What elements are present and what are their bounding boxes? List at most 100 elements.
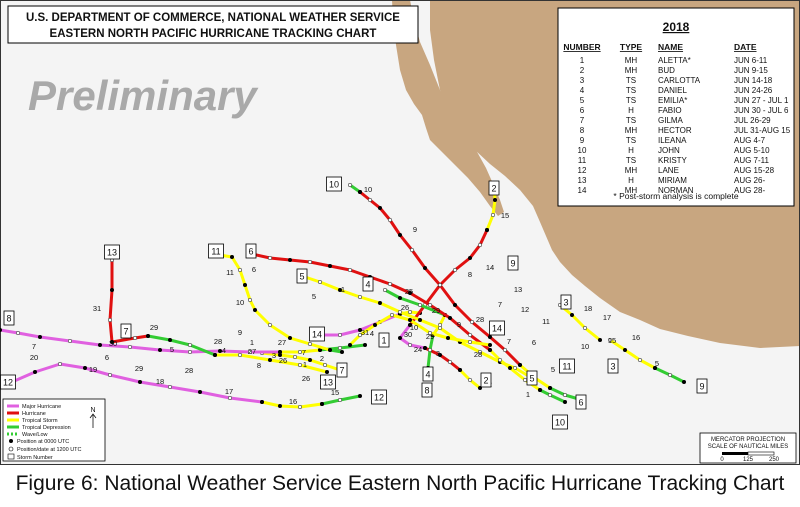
storm-number-label: 5 (529, 374, 534, 384)
storm-number-box (378, 332, 390, 348)
track-storm-12-major-hurricane (10, 362, 264, 404)
track-storm-7-tropical-storm (260, 351, 342, 372)
table-cell-number: 8 (580, 126, 585, 135)
table-cell-number: 10 (578, 146, 587, 155)
preliminary-watermark: Preliminary (28, 72, 259, 119)
position-dot-1200 (337, 345, 343, 351)
storm-number-box (208, 243, 224, 259)
position-dot-1200 (167, 384, 173, 390)
table-cell-name: MIRIAM (658, 176, 687, 185)
storm-number-box (507, 255, 519, 271)
position-dot (423, 346, 427, 350)
date-label: 18 (156, 377, 164, 386)
storm-table: 2018 NUMBER TYPE NAME DATE 1 MH ALETTA* JUN 6-1… (557, 7, 795, 207)
position-dot (488, 343, 492, 347)
position-dot (213, 353, 217, 357)
position-dot (408, 318, 412, 322)
storm-number-label: 4 (365, 280, 370, 290)
position-0000-icon (9, 439, 13, 443)
track-storm-9-tropical-storm (608, 338, 657, 370)
storm-number-box (488, 180, 500, 196)
position-dot (485, 228, 489, 232)
position-dot-1200 (502, 347, 508, 353)
table-cell-date: JUN 27 - JUL 1 (734, 96, 789, 105)
position-dot (253, 308, 257, 312)
position-dot (278, 350, 282, 354)
date-label: 1 (341, 285, 345, 294)
date-label: 10 (236, 298, 244, 307)
table-cell-name: ALETTA* (658, 56, 691, 65)
position-dot-1200 (427, 330, 433, 336)
legend-item-label: Major Hurricane (22, 404, 61, 410)
scale-bar-right (747, 451, 775, 456)
date-label: 28 (476, 315, 484, 324)
storm-number-label: 5 (299, 272, 304, 282)
position-dot (438, 353, 442, 357)
position-dot (398, 296, 402, 300)
position-dot-1200 (267, 255, 273, 261)
scale-bar-left (722, 452, 748, 455)
table-cell-name: DANIEL (658, 86, 687, 95)
storm-number-box (559, 358, 575, 374)
date-label: 2 (320, 354, 324, 363)
date-label: 31 (93, 304, 101, 313)
storm-number-box (371, 389, 387, 405)
storm-number-label: 4 (425, 370, 430, 380)
track-storm-11-tropical-storm (218, 253, 332, 352)
date-label: 24 (414, 345, 422, 354)
date-label: 16 (632, 333, 640, 342)
position-dot (243, 283, 247, 287)
position-dot-1200 (307, 341, 313, 347)
position-dot-1200 (357, 332, 363, 338)
date-label: 15 (608, 336, 616, 345)
storm-number-label: 6 (248, 247, 253, 257)
hurricane-tracking-map: Preliminary 1098765151413121110181716155… (0, 0, 800, 465)
legend-item-label: Wave/Low (22, 432, 48, 438)
track-storm-3-tropical-storm (558, 303, 602, 342)
position-dot (398, 336, 402, 340)
table-cell-date: AUG 4-7 (734, 136, 766, 145)
position-dot-1200 (477, 349, 483, 355)
storm-number-label: 3 (610, 362, 615, 372)
position-dot-1200 (317, 279, 323, 285)
table-cell-type: H (628, 146, 634, 155)
position-dot (260, 400, 264, 404)
storm-number-box (422, 366, 434, 382)
position-dot-1200 (15, 330, 21, 336)
table-cell-number: 2 (580, 66, 585, 75)
position-dot-1200 (307, 259, 313, 265)
table-cell-type: TS (626, 76, 636, 85)
position-dot-1200 (227, 395, 233, 401)
position-dot-1200 (667, 372, 673, 378)
position-dot-1200 (382, 287, 388, 293)
date-label: 12 (521, 305, 529, 314)
date-label: 1 (250, 338, 254, 347)
position-dot-1200 (187, 342, 193, 348)
header-line2: EASTERN NORTH PACIFIC HURRICANE TRACKING… (50, 28, 377, 40)
position-dot (268, 358, 272, 362)
position-dot-1200 (247, 349, 253, 355)
position-dot-1200 (347, 267, 353, 273)
position-dot (138, 380, 142, 384)
position-dot-1200 (407, 309, 413, 315)
position-dot (168, 338, 172, 342)
date-label: 9 (413, 225, 417, 234)
position-dot (418, 318, 422, 322)
position-dot-1200 (389, 312, 395, 318)
position-dot-1200 (57, 361, 63, 367)
position-dot-1200 (292, 354, 298, 360)
date-label: 27 (278, 338, 286, 347)
table-cell-date: AUG 5-10 (734, 146, 770, 155)
figure-caption: Figure 6: National Weather Service Easte… (15, 472, 785, 495)
position-dot (682, 380, 686, 384)
table-cell-name: KRISTY (658, 156, 688, 165)
position-dot-1200 (447, 359, 453, 365)
position-dot (278, 404, 282, 408)
date-label: 11 (542, 317, 550, 326)
table-cell-number: 7 (580, 116, 585, 125)
table-cell-type: MH (625, 66, 638, 75)
date-label: 6 (252, 265, 256, 274)
position-dot (378, 301, 382, 305)
date-label: 4 (222, 346, 226, 355)
